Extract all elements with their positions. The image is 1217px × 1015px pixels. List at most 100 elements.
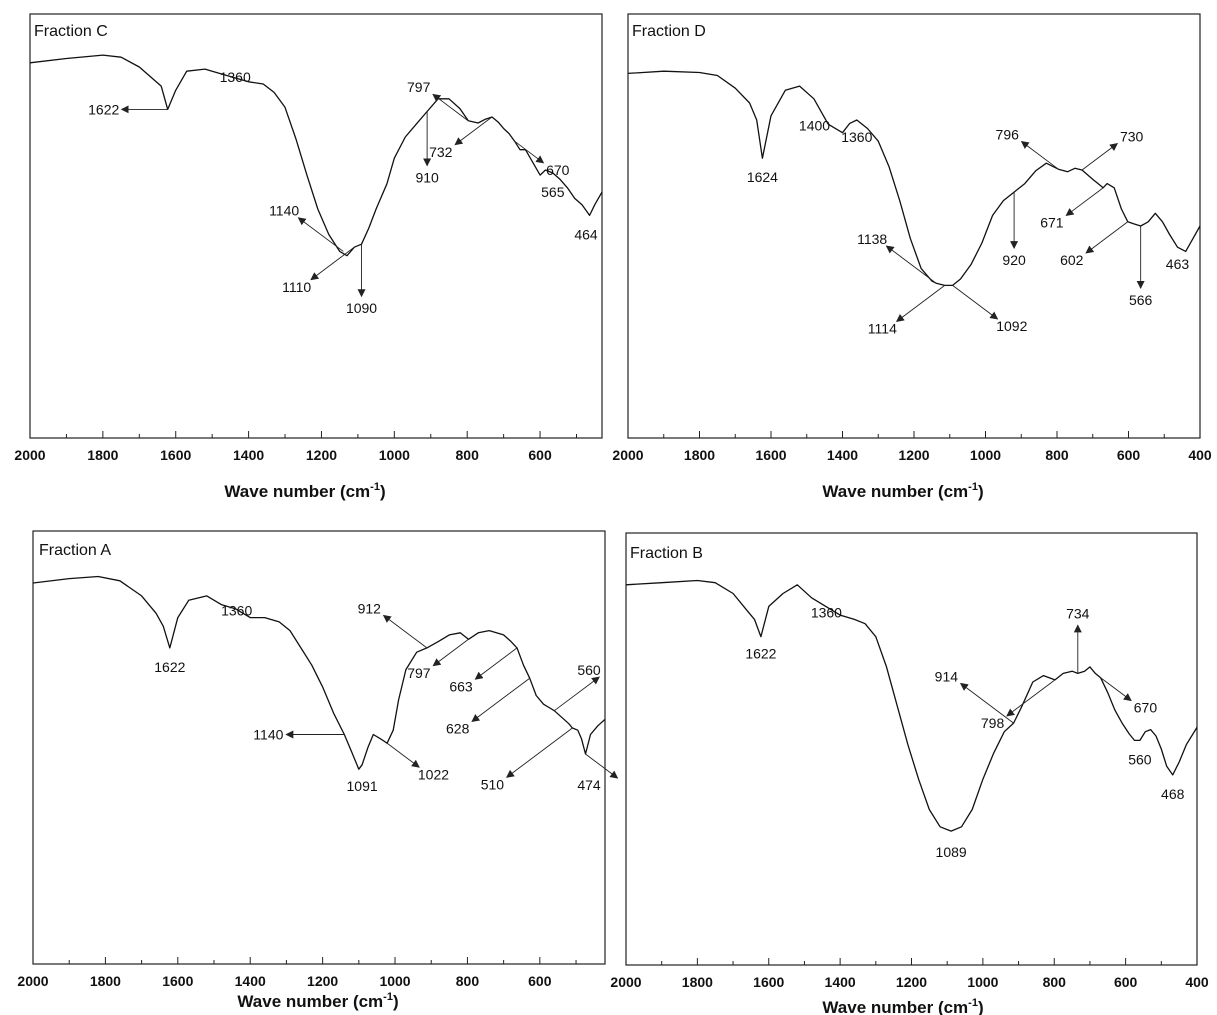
peak-label: 628 [446,721,470,737]
x-tick-label: 1000 [379,973,410,989]
x-tick-label: 2000 [610,974,641,990]
x-tick-label: 1600 [160,447,191,463]
peak-leader-arrow [1065,187,1104,217]
x-axis-label: Wave number (cm-1) [822,481,983,501]
x-tick-label: 1400 [235,973,266,989]
peak-leader-arrow [432,638,469,667]
panel-title: Fraction D [632,23,706,40]
peak-label: 1360 [841,129,872,145]
x-tick-label: 1000 [970,447,1001,463]
peak-label: 1138 [857,231,887,247]
x-tick-label: 1000 [967,974,998,990]
peak-leader-arrow [1020,140,1059,170]
peak-label: 602 [1060,252,1084,268]
peak-leader-arrow [1100,677,1132,702]
peak-label: 474 [577,777,601,793]
spectrum-line [29,54,603,257]
peak-label: 1622 [154,659,185,675]
peak-label: 565 [541,184,565,200]
plot-frame [627,13,1201,439]
x-axis-label-sup: -1 [968,481,978,493]
peak-label: 468 [1161,786,1185,802]
peak-label: 1400 [799,118,830,134]
peak-label: 510 [481,776,505,792]
panel-fraction-d: Fraction D Wave number (cm-1) 2000 1800 16… [607,0,1217,505]
peak-label: 1622 [88,101,119,117]
x-tick-label: 1000 [379,447,410,463]
x-tick-label: 600 [528,973,552,989]
peak-label: 1140 [269,203,299,219]
peak-label: 1140 [253,727,283,743]
peak-label: 670 [546,162,570,178]
x-tick-label: 1600 [753,974,784,990]
spectrum-chart-fraction-b: Fraction B Wave number (cm-1) 2000 1800 16… [610,532,1209,1015]
peak-leader-arrow [952,284,999,320]
x-tick-label: 1200 [306,447,337,463]
peak-label: 734 [1066,605,1090,621]
x-tick-label: 400 [1188,447,1212,463]
peak-leader-arrow [310,246,355,281]
x-tick-label: 800 [456,447,480,463]
peak-label: 1360 [811,604,842,620]
x-tick-label: 1200 [898,447,929,463]
peak-label: 797 [407,79,431,95]
x-tick-label: 800 [456,973,480,989]
panel-fraction-b: Fraction B Wave number (cm-1) 2000 1800 16… [607,520,1217,1015]
peak-label: 797 [407,665,431,681]
panel-title: Fraction A [39,542,111,559]
x-tick-label: 800 [1043,974,1067,990]
x-tick-label: 1400 [233,447,264,463]
peak-label: 464 [574,226,598,242]
spectrum-chart-fraction-c: Fraction C Wave number (cm-1) 2000 1800 16… [14,13,603,501]
spectrum-line [32,575,606,770]
peak-leader-arrow [471,677,530,723]
x-axis-label-main: Wave number (cm [224,482,370,501]
x-axis-label: Wave number (cm-1) [237,991,398,1011]
x-axis-label-main: Wave number (cm [822,482,968,501]
x-tick-label: 2000 [14,447,45,463]
peak-label: 560 [1128,751,1152,767]
peak-label: 1089 [936,844,967,860]
peak-leader-arrow [474,647,518,680]
peak-label: 1091 [347,778,378,794]
peak-leader-arrow [554,676,600,712]
peak-label: 1110 [282,279,311,295]
peak-label: 1092 [996,318,1027,334]
panel-title: Fraction C [34,23,108,40]
peak-leader-arrow [386,742,420,768]
x-tick-label: 2000 [612,447,643,463]
peak-leader-arrow [585,753,619,779]
plot-frame [625,532,1198,966]
spectrum-chart-fraction-a: Fraction A Wave number (cm-1) 2000 1800 16… [17,530,619,1011]
x-axis-label-tail: ) [978,482,984,501]
x-tick-label: 1800 [684,447,715,463]
x-axis-label-sup: -1 [383,991,393,1003]
peak-label: 663 [449,678,473,694]
x-tick-label: 1400 [825,974,856,990]
spectrum-line [627,70,1201,287]
x-tick-label: 600 [1114,974,1138,990]
peak-leader-arrow [1006,679,1056,717]
x-axis-label-sup: -1 [968,997,978,1009]
peak-label: 670 [1134,700,1158,716]
x-tick-label: 1600 [162,973,193,989]
peak-leader-arrow [885,245,937,284]
x-tick-label: 800 [1045,447,1069,463]
x-axis-label-tail: ) [380,482,386,501]
spectrum-line [625,579,1198,832]
peak-label: 1622 [745,646,776,662]
x-tick-label: 1800 [682,974,713,990]
x-axis-label: Wave number (cm-1) [224,481,385,501]
peak-label: 463 [1166,256,1190,272]
x-axis-label-main: Wave number (cm [237,992,383,1011]
peak-label: 910 [415,170,439,186]
peak-label: 798 [981,715,1005,731]
peak-leader-arrow [454,116,493,146]
x-axis-label-tail: ) [978,998,984,1015]
peak-leader-arrow [432,93,469,122]
peak-leader-arrow [1085,221,1129,254]
peak-label: 1090 [346,300,377,316]
peak-label: 1360 [220,69,251,85]
x-tick-label: 600 [1117,447,1141,463]
peak-label: 1624 [747,169,778,185]
